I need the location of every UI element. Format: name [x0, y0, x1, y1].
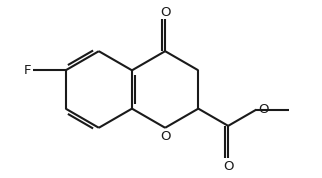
Text: O: O — [160, 130, 170, 143]
Text: O: O — [258, 103, 269, 116]
Text: F: F — [24, 64, 31, 77]
Text: O: O — [160, 6, 170, 19]
Text: O: O — [223, 160, 233, 173]
